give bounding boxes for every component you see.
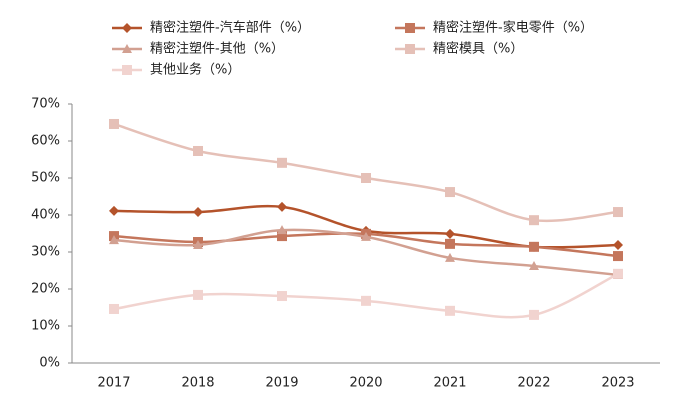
x-tick-label: 2019 xyxy=(265,376,298,391)
y-tick-label: 20% xyxy=(31,282,60,297)
marker xyxy=(405,23,415,33)
legend-label: 精密注塑件-家电零件（%） xyxy=(433,20,593,36)
marker xyxy=(193,289,203,300)
marker xyxy=(445,238,455,249)
marker xyxy=(361,173,371,183)
marker xyxy=(122,65,132,75)
marker xyxy=(109,205,119,216)
y-tick-label: 30% xyxy=(31,245,60,260)
marker xyxy=(361,295,371,306)
marker xyxy=(193,207,203,218)
marker xyxy=(277,231,287,242)
marker xyxy=(613,251,623,262)
x-tick-label: 2022 xyxy=(517,376,550,391)
marker xyxy=(109,303,119,314)
marker xyxy=(277,291,287,302)
marker xyxy=(122,23,132,33)
y-tick-label: 50% xyxy=(31,171,60,186)
marker xyxy=(529,261,539,271)
line xyxy=(113,272,619,319)
line xyxy=(113,122,619,223)
legend-label: 精密注塑件-汽车部件（%） xyxy=(150,20,310,36)
legend-label: 精密模具（%） xyxy=(433,41,523,57)
marker xyxy=(613,268,623,279)
marker xyxy=(445,228,455,239)
marker xyxy=(529,241,539,252)
y-tick-label: 40% xyxy=(31,208,60,223)
marker xyxy=(445,187,455,198)
marker xyxy=(122,44,132,53)
y-tick-label: 0% xyxy=(39,356,60,371)
marker xyxy=(277,225,287,235)
marker xyxy=(361,231,371,241)
marker xyxy=(613,239,623,250)
marker xyxy=(613,207,623,218)
legend-label: 精密注塑件-其他（%） xyxy=(150,41,284,57)
marker xyxy=(193,145,203,156)
y-tick-label: 60% xyxy=(31,134,60,149)
marker xyxy=(109,118,119,129)
marker xyxy=(193,239,203,249)
x-tick-label: 2020 xyxy=(349,376,382,391)
y-tick-label: 10% xyxy=(31,319,60,334)
legend-label: 其他业务（%） xyxy=(150,62,240,78)
y-tick-label: 70% xyxy=(31,97,60,112)
x-tick-label: 2018 xyxy=(181,376,214,391)
marker xyxy=(445,305,455,316)
marker xyxy=(109,235,119,245)
marker xyxy=(405,44,415,54)
marker xyxy=(277,157,287,168)
x-tick-label: 2017 xyxy=(97,376,130,391)
x-tick-label: 2023 xyxy=(601,376,634,391)
marker xyxy=(277,201,287,212)
marker xyxy=(529,309,539,320)
x-tick-label: 2021 xyxy=(433,376,466,391)
marker xyxy=(529,215,539,226)
marker xyxy=(445,252,455,262)
